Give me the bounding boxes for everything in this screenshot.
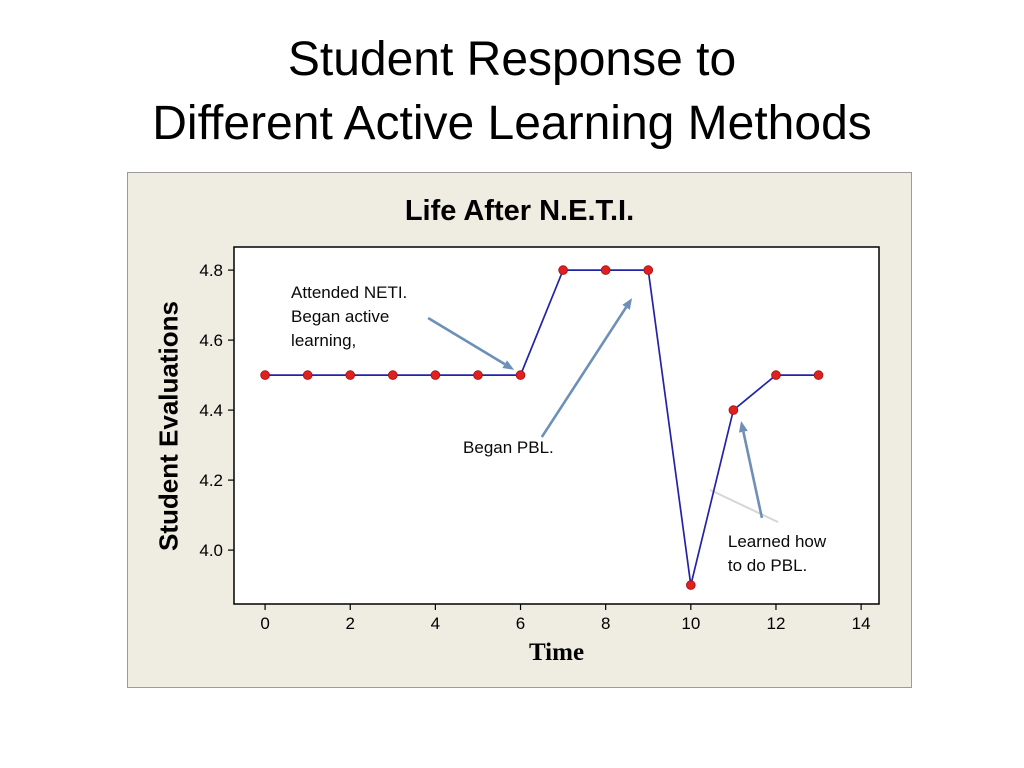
annotation-arrowhead <box>622 298 633 310</box>
data-point <box>430 370 441 380</box>
chart-title: Life After N.E.T.I. <box>404 195 635 227</box>
data-point <box>388 370 398 380</box>
data-point <box>473 370 483 380</box>
data-point <box>302 370 313 380</box>
y-axis-label: Student Evaluations <box>153 301 184 551</box>
data-point <box>600 265 611 275</box>
data-point <box>813 370 824 380</box>
y-tick-label: 4.4 <box>199 401 223 420</box>
x-tick-label: 6 <box>516 614 525 633</box>
data-point <box>771 370 781 380</box>
annotation-text: Learned how <box>728 532 827 551</box>
slide-title: Student Response to Different Active Lea… <box>0 28 1024 156</box>
y-tick-label: 4.0 <box>199 541 223 560</box>
callout-line <box>709 488 779 524</box>
y-tick-label: 4.8 <box>199 261 223 280</box>
x-tick-label: 8 <box>601 614 610 633</box>
series-line <box>265 269 819 586</box>
y-tick-label: 4.6 <box>199 331 223 350</box>
annotation-text: Began PBL. <box>463 438 554 457</box>
annotation-arrow <box>427 316 506 366</box>
x-tick-label: 10 <box>681 614 700 633</box>
annotation-text: Began active <box>291 307 389 326</box>
line-chart: 0 2 4 6 8 10 12 14 4.0 4.2 4.4 4.6 4.8 Attended NETI.… <box>199 246 880 633</box>
x-tick-label: 12 <box>767 614 786 633</box>
annotation-arrow <box>540 306 628 438</box>
x-tick-label: 14 <box>852 614 871 633</box>
slide-title-line1: Student Response to <box>287 33 737 86</box>
data-point <box>643 265 654 275</box>
data-point <box>728 405 739 415</box>
data-point <box>515 370 526 380</box>
annotation-text: Attended NETI. <box>291 283 407 302</box>
x-tick-label: 4 <box>431 614 440 633</box>
slide-title-line2: Different Active Learning Methods <box>152 97 872 150</box>
plot-area <box>233 246 880 605</box>
data-point <box>345 370 356 380</box>
annotation-arrow <box>742 431 764 519</box>
annotation-text: learning, <box>291 331 356 350</box>
data-point <box>558 265 568 275</box>
y-tick-label: 4.2 <box>199 471 223 490</box>
x-tick-label: 2 <box>345 614 354 633</box>
x-tick-label: 0 <box>260 614 269 633</box>
annotation-arrowhead <box>738 420 748 433</box>
data-point <box>260 370 270 380</box>
data-point <box>686 580 696 590</box>
annotation-arrowhead <box>502 360 515 370</box>
x-axis-label: Time <box>528 639 585 666</box>
annotation-text: to do PBL. <box>728 556 807 575</box>
chart-panel: 0 2 4 6 8 10 12 14 4.0 4.2 4.4 4.6 4.8 Attended NETI.… <box>127 172 912 688</box>
